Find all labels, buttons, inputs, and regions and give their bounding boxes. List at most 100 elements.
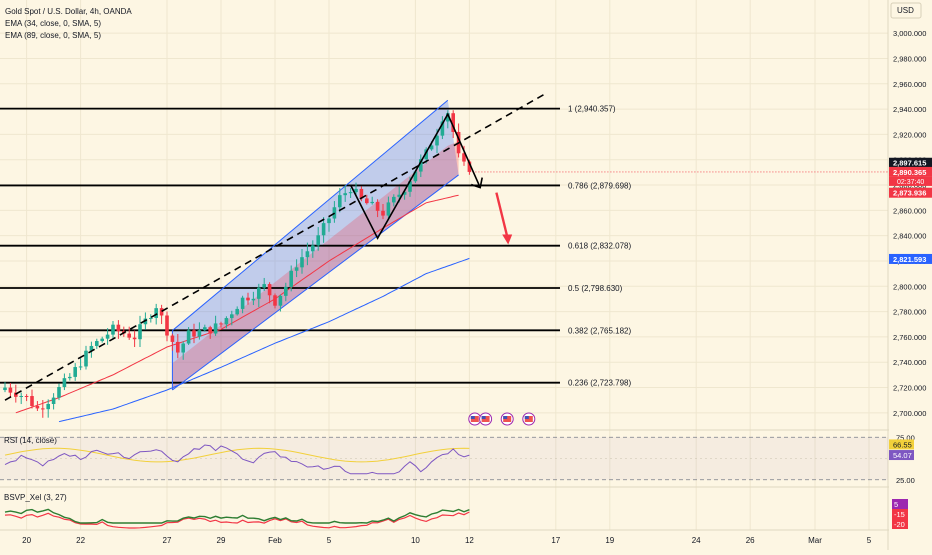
time-tick-label: Mar — [808, 536, 822, 545]
candle-body — [116, 324, 121, 332]
candle-body — [365, 198, 369, 204]
price-tick-label: 2,780.000 — [893, 308, 926, 317]
osc-value-label: -15 — [894, 510, 905, 519]
event-flag-icon[interactable] — [500, 412, 514, 426]
fib-label-1: 1 (2,940.357) — [568, 105, 616, 114]
countdown-label: 02:37:40 — [897, 179, 924, 186]
candle-body — [267, 284, 272, 296]
candle-body — [170, 335, 175, 342]
candle-body — [208, 327, 212, 334]
ema34-legend[interactable]: EMA (34, close, 0, SMA, 5) — [5, 19, 102, 28]
symbol-title[interactable]: Gold Spot / U.S. Dollar, 4h, OANDA — [5, 7, 132, 16]
price-tick-label: 2,960.000 — [893, 80, 926, 89]
candle-body — [41, 408, 45, 410]
candle-body — [176, 341, 180, 353]
candle-body — [386, 202, 391, 216]
price-tag-box — [889, 157, 932, 168]
zigzag-arrowhead — [470, 177, 483, 189]
candle-body — [30, 396, 34, 407]
countdown-box — [889, 176, 932, 186]
candle-body — [348, 192, 353, 194]
candle-body — [203, 327, 207, 331]
candle-body — [278, 295, 283, 306]
candle-body — [392, 196, 396, 203]
price-tick-label: 2,740.000 — [893, 358, 926, 367]
rsi-pane: RSI (14, close) — [0, 436, 888, 481]
candle-body — [462, 153, 466, 162]
candle-body — [284, 286, 288, 296]
event-flag-icon[interactable] — [479, 412, 493, 426]
time-tick-label: Feb — [268, 536, 282, 545]
rsi-value-tag — [889, 439, 914, 450]
candle-body — [84, 350, 88, 367]
candle-body — [230, 314, 234, 319]
candle-body — [257, 287, 261, 299]
zigzag-projection — [349, 112, 481, 240]
candle-body — [46, 403, 50, 410]
event-flag-canton — [481, 416, 486, 419]
forecast-arrow-shaft — [495, 192, 509, 237]
oscillator-pane: BSVP_Xel (3, 27) — [4, 493, 470, 529]
candle-body — [467, 161, 472, 172]
candle-body — [35, 406, 40, 409]
time-tick-label: 19 — [605, 536, 614, 545]
candle-body — [78, 366, 83, 368]
price-tick-label: 2,720.000 — [893, 384, 926, 393]
candle-body — [197, 330, 202, 337]
ema89-legend[interactable]: EMA (89, close, 0, SMA, 5) — [5, 31, 102, 40]
price-tick-label: 2,800.000 — [893, 282, 926, 291]
price-tag-box — [889, 187, 932, 198]
rsi-value-tag — [889, 450, 914, 461]
event-icons[interactable] — [468, 412, 536, 426]
currency-label: USD — [897, 6, 914, 15]
candle-body — [165, 315, 169, 336]
event-flag-icon[interactable] — [522, 412, 536, 426]
price-tick-label: 2,700.000 — [893, 409, 926, 418]
candle-body — [62, 378, 67, 388]
candle-body — [370, 201, 374, 204]
rsi-value-label: 66.55 — [893, 440, 912, 449]
candle-body — [446, 113, 450, 122]
currency-box — [890, 2, 922, 19]
event-flag-canton — [524, 416, 529, 419]
candle-body — [289, 270, 293, 287]
candle-body — [424, 149, 428, 160]
candle-body — [149, 317, 153, 319]
candle-body — [359, 188, 364, 199]
price-axis[interactable]: USD 2,700.000 2,720.000 2,740.000 2,760.000 2… — [889, 0, 932, 550]
price-tick-label: 2,760.000 — [893, 333, 926, 342]
candle-body — [105, 334, 110, 339]
candle-body — [251, 298, 256, 301]
candle-body — [305, 251, 310, 258]
time-tick-label: 10 — [411, 536, 420, 545]
oscillator-label: BSVP_Xel (3, 27) — [4, 493, 67, 502]
time-axis[interactable]: 20 22 27 29 Feb 5 10 12 17 19 24 26 Mar 5 — [22, 536, 872, 545]
candle-body — [181, 343, 185, 353]
time-tick-label: 20 — [22, 536, 31, 545]
candle-body — [300, 257, 304, 268]
candle-body — [311, 245, 315, 252]
price-tag-box — [889, 253, 932, 264]
fib-label-0.5: 0.5 (2,798.630) — [568, 284, 623, 293]
rsi-tick-label: 25.00 — [896, 476, 915, 485]
candle-body — [192, 330, 196, 337]
candle-body — [316, 235, 320, 246]
candle-body — [73, 367, 77, 377]
candle-body — [3, 387, 7, 391]
price-tag-label: 2,821.593 — [893, 255, 926, 264]
price-tick-label: 2,840.000 — [893, 232, 926, 241]
candle-body — [100, 338, 104, 342]
osc-value-tag — [892, 499, 908, 509]
channel-upper-line — [172, 99, 449, 331]
candle-body — [321, 223, 326, 236]
fib-label-0.618: 0.618 (2,832.078) — [568, 242, 631, 251]
candle-body — [327, 218, 331, 224]
price-tag-box — [889, 166, 932, 177]
event-flag-icon[interactable] — [468, 412, 482, 426]
dashed-trend-line — [4, 93, 546, 401]
candle-body — [57, 387, 61, 398]
candle-body — [402, 191, 407, 195]
drawings — [4, 93, 546, 401]
price-tick-label: 2,920.000 — [893, 130, 926, 139]
